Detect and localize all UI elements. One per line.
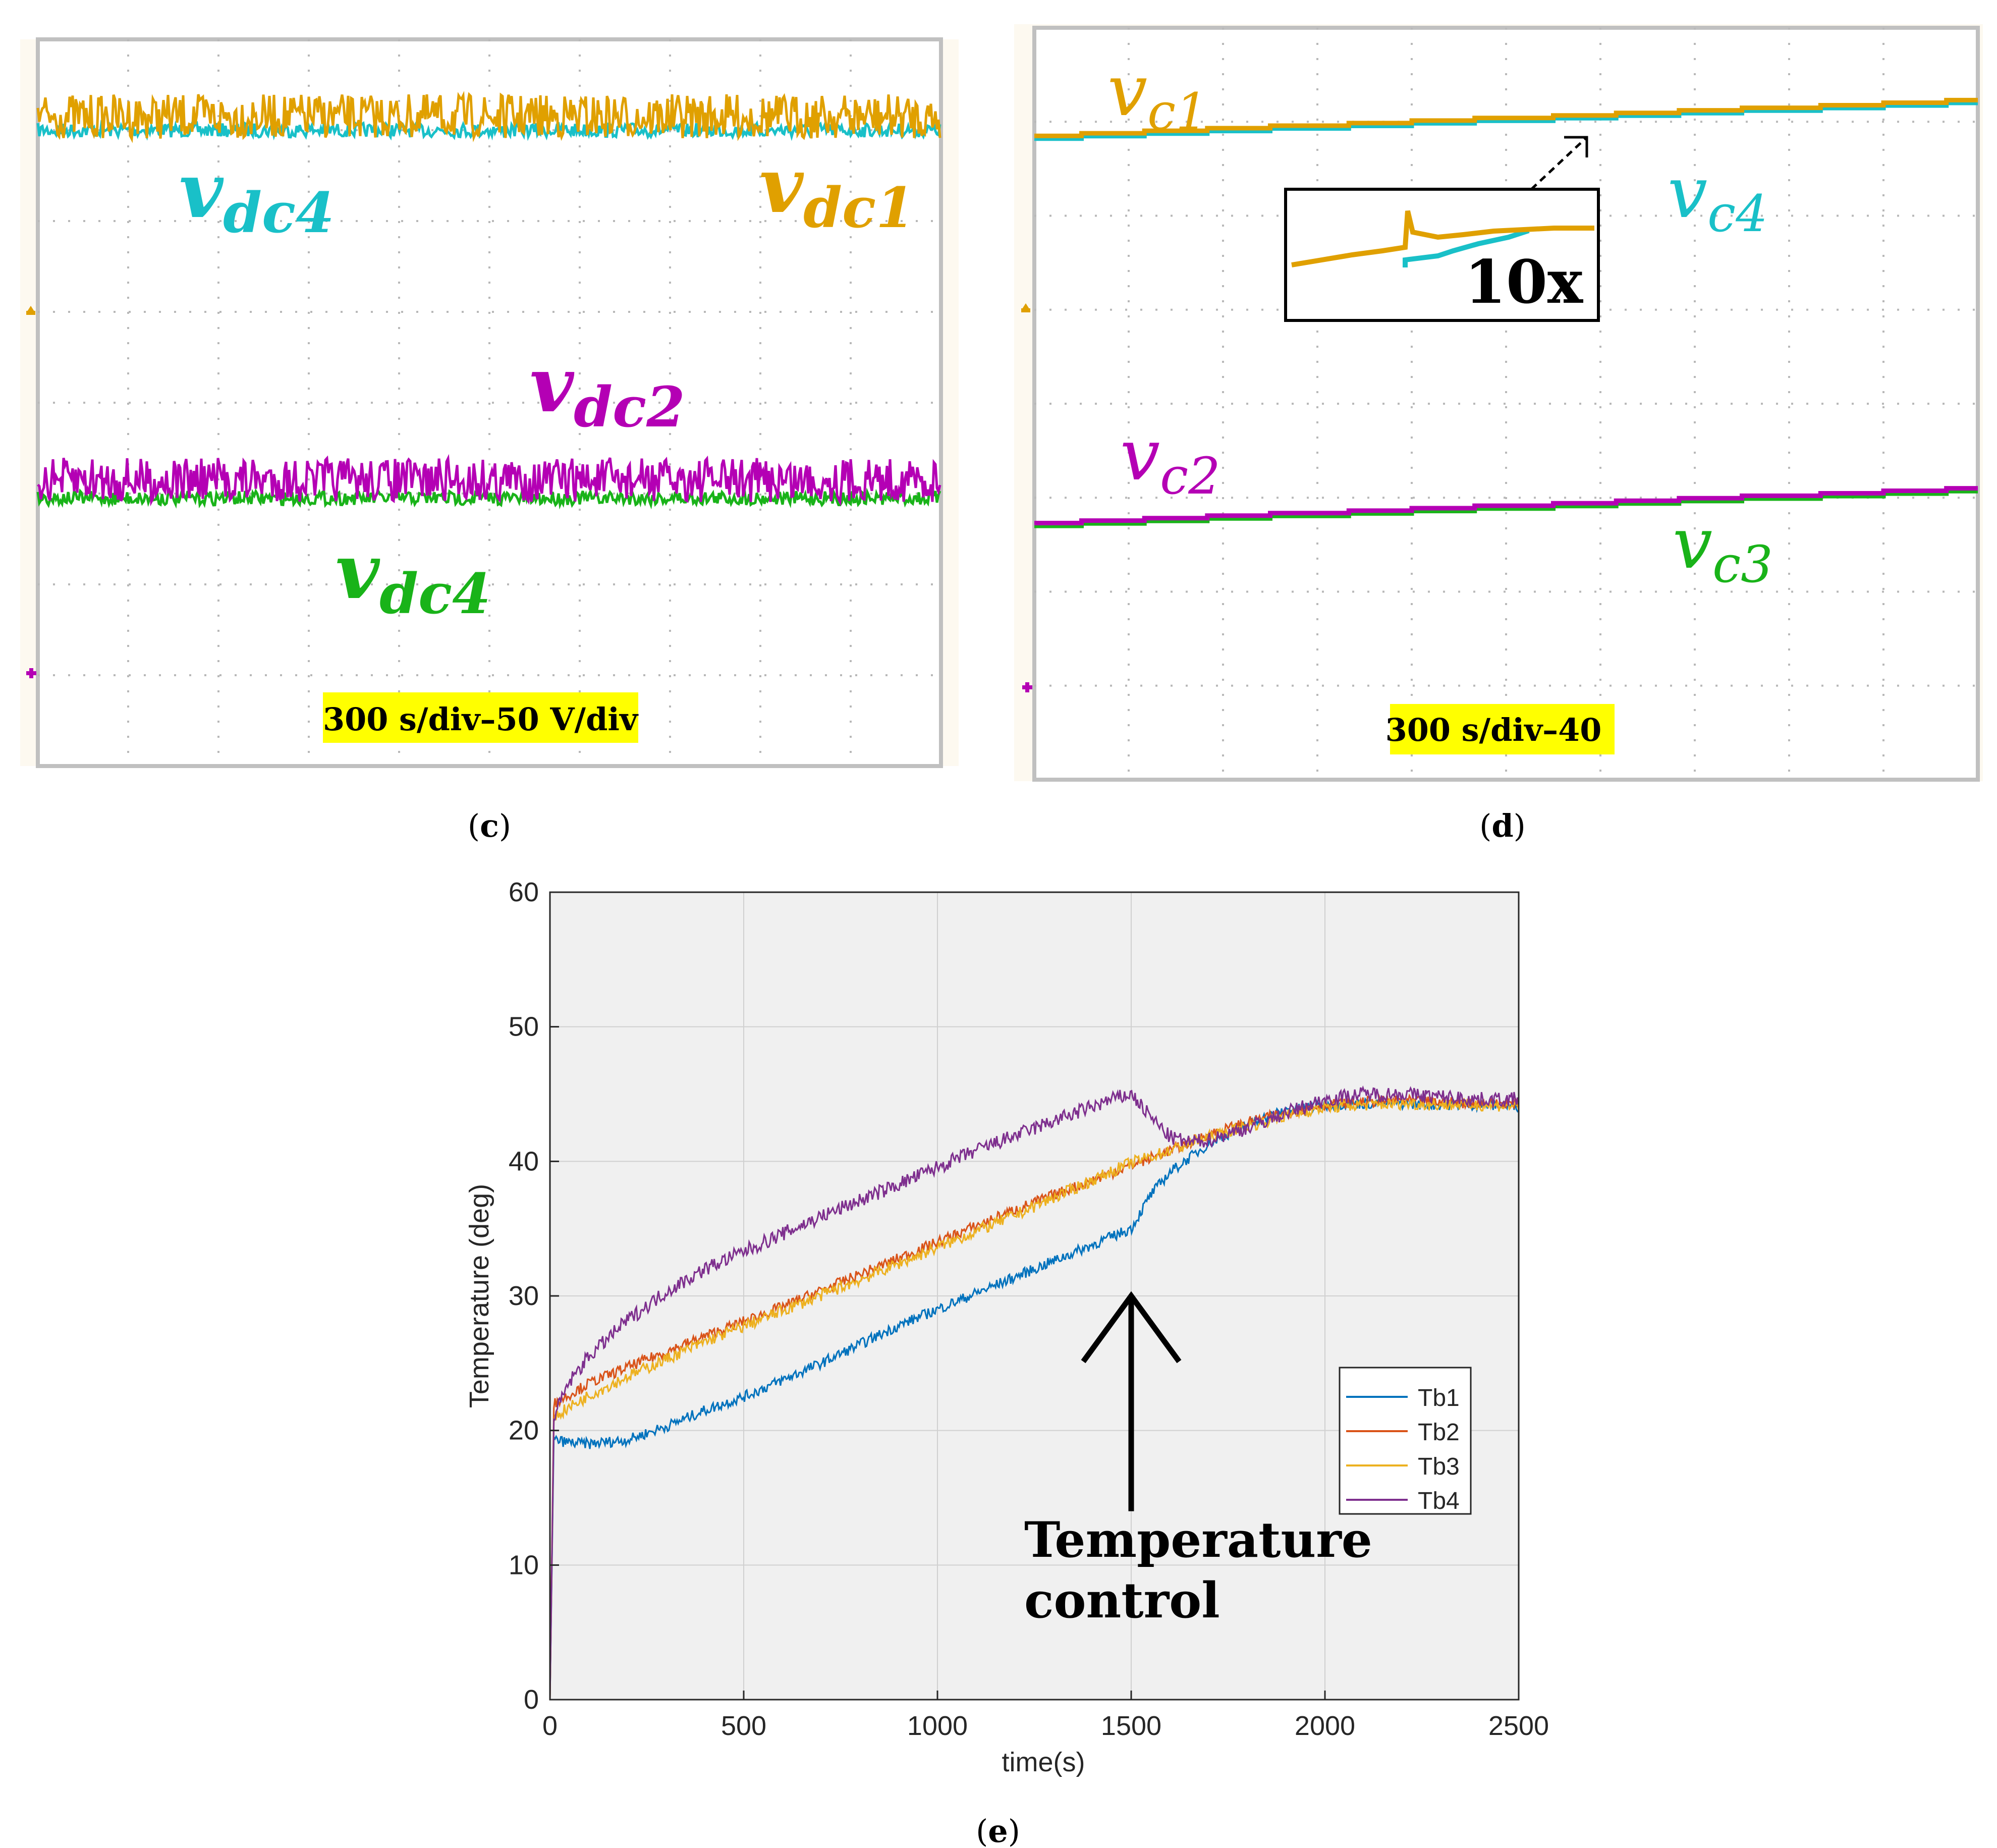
inset-trace-vc1 <box>1291 210 1594 267</box>
panel-c: vdc4 vdc1 vdc2 vdc4 300 s/div–50 V/div (… <box>20 37 959 844</box>
panel-d-scale-label: 300 s/div–40 <box>1385 712 1602 748</box>
inset-trace-vc4 <box>1403 228 1530 267</box>
x-tick-label: 500 <box>721 1711 766 1741</box>
label-vdc4-upper: vdc4 <box>179 146 335 245</box>
x-tick-label: 0 <box>542 1711 558 1741</box>
panel-d-marker-1-bar <box>1021 308 1030 312</box>
panel-c-scale-label: 300 s/div–50 V/div <box>323 701 639 738</box>
panel-e-ticks: 0 500 1000 1500 2000 2500 0 10 20 30 40 50 60 <box>509 877 1549 1741</box>
y-axis-label: Temperature (deg) <box>464 1184 494 1408</box>
x-axis-label: time(s) <box>1002 1747 1085 1777</box>
y-tick-label: 40 <box>509 1146 539 1176</box>
x-tick-label: 2000 <box>1295 1711 1355 1741</box>
panel-d-caption: (d) <box>1479 807 1526 844</box>
legend-label-tb3: Tb3 <box>1418 1453 1460 1480</box>
label-vdc2: vdc2 <box>530 341 685 440</box>
series-line-tb3 <box>549 1096 1520 1700</box>
label-vc1: vc1 <box>1107 50 1208 141</box>
x-tick-label: 1000 <box>907 1711 968 1741</box>
zoom-inset-label: 10x <box>1465 247 1584 317</box>
panel-c-traces <box>36 91 941 510</box>
panel-d-traces <box>1034 97 1978 528</box>
panel-d-frame <box>1032 26 1980 782</box>
zoom-arrow-line <box>1530 136 1588 190</box>
panel-c-marker-2-bar <box>29 668 33 678</box>
legend: Tb1 Tb2 Tb3 Tb4 <box>1339 1367 1472 1515</box>
panel-c-grid <box>38 39 941 766</box>
trace-vc1 <box>1034 97 1978 138</box>
label-vc4: vc4 <box>1668 152 1768 243</box>
panel-d: vc1 vc4 vc2 vc3 10x 300 s/div–40 (d) <box>1014 24 1983 844</box>
zoom-inset-traces <box>1291 210 1594 267</box>
y-tick-label: 30 <box>509 1281 539 1311</box>
panel-d-scale-highlight <box>1390 704 1615 754</box>
trace-vc2 <box>1034 486 1978 525</box>
trace-vdc1 <box>36 91 941 143</box>
label-vdc1: vdc1 <box>759 141 915 240</box>
panel-c-scale-highlight <box>323 692 638 743</box>
y-tick-label: 10 <box>509 1550 539 1580</box>
trace-vdc2 <box>37 454 941 507</box>
y-tick-label: 20 <box>509 1416 539 1446</box>
legend-label-tb1: Tb1 <box>1418 1385 1460 1411</box>
x-tick-label: 2500 <box>1488 1711 1549 1741</box>
legend-box <box>1339 1367 1472 1515</box>
label-vc2: vc2 <box>1120 414 1221 506</box>
label-vc3: vc3 <box>1673 503 1773 594</box>
y-tick-label: 60 <box>509 877 539 907</box>
panel-e: 0 500 1000 1500 2000 2500 0 10 20 30 40 50 60 time(s… <box>464 877 1549 1848</box>
legend-label-tb4: Tb4 <box>1418 1488 1460 1514</box>
panel-d-marker-2-bar <box>1025 682 1029 692</box>
y-tick-label: 0 <box>524 1684 539 1715</box>
annotation-text-line2: control <box>1024 1572 1220 1629</box>
panel-c-caption: (c) <box>468 807 511 844</box>
zoom-arrow-head-icon <box>1564 136 1588 157</box>
panel-c-marker-1-bar <box>26 311 35 315</box>
panel-e-series <box>549 1085 1520 1700</box>
x-tick-label: 1500 <box>1101 1711 1161 1741</box>
series-line-tb4 <box>549 1085 1520 1700</box>
panel-e-caption: (e) <box>976 1813 1020 1848</box>
annotation-arrow-head-icon <box>1081 1291 1182 1364</box>
label-vdc4-lower: vdc4 <box>336 527 491 626</box>
y-tick-label: 50 <box>509 1012 539 1042</box>
annotation-text-line1: Temperature <box>1024 1511 1372 1568</box>
legend-label-tb2: Tb2 <box>1418 1419 1460 1446</box>
